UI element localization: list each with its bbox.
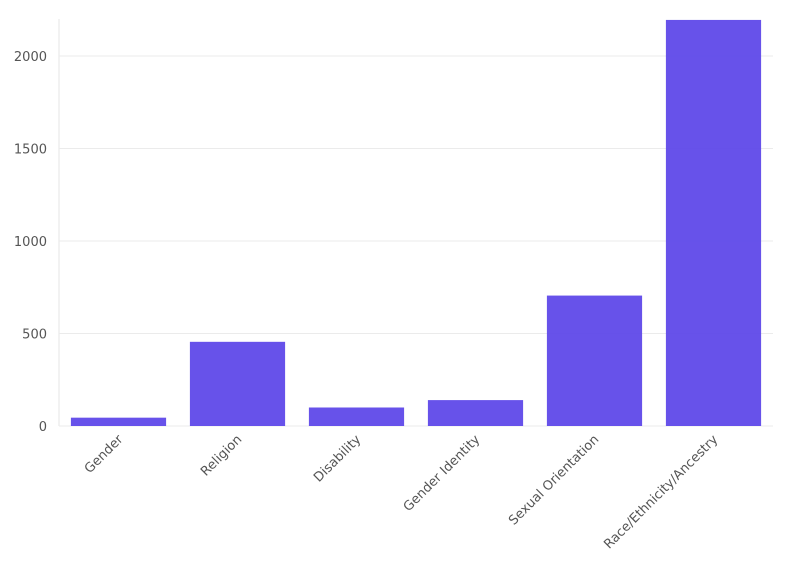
y-tick-label: 1500 xyxy=(14,143,47,158)
bar xyxy=(427,400,524,426)
y-tick-label: 2000 xyxy=(14,50,47,65)
x-tick-label: Religion xyxy=(198,432,245,479)
y-tick-label: 1000 xyxy=(14,235,47,250)
x-tick-label: Gender xyxy=(82,432,127,477)
x-tick-label: Race/Ethnicity/Ancestry xyxy=(601,432,721,552)
x-tick-label: Sexual Orientation xyxy=(506,432,602,528)
x-tick-label: Disability xyxy=(311,432,364,485)
x-tick-label: Gender Identity xyxy=(401,432,484,515)
bar xyxy=(546,295,643,426)
bar xyxy=(665,19,762,427)
y-tick-label: 500 xyxy=(22,328,47,343)
bar xyxy=(308,407,405,426)
y-tick-label: 0 xyxy=(39,420,47,435)
bar xyxy=(189,341,286,426)
bar xyxy=(70,417,167,426)
